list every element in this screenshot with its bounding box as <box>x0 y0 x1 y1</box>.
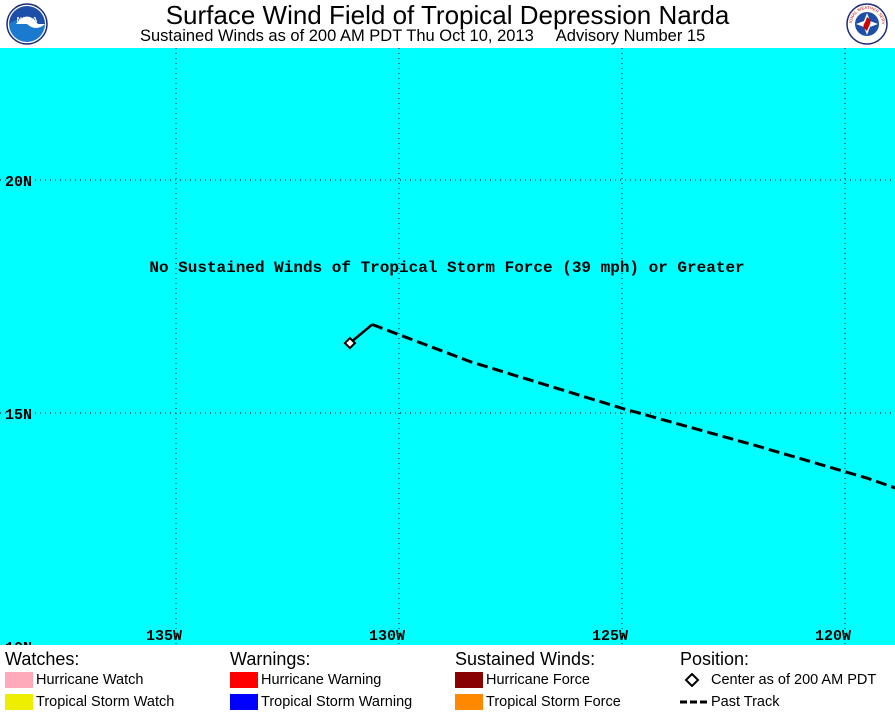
latitude-label: 10N <box>5 640 32 645</box>
tropical-storm-watch-swatch <box>5 694 33 710</box>
legend-warnings-title: Warnings: <box>230 649 311 669</box>
legend: Watches: Warnings: Sustained Winds: Posi… <box>0 645 895 716</box>
legend-watches-title: Watches: <box>5 649 80 669</box>
hurricane-force-swatch <box>455 672 483 688</box>
storm-center-marker <box>343 336 357 350</box>
longitude-label: 125W <box>592 628 628 645</box>
latitude-label: 20N <box>5 174 32 191</box>
past-track-dash-icon <box>680 700 708 704</box>
longitude-label: 130W <box>369 628 405 645</box>
sustained-winds-timestamp: Sustained Winds as of 200 AM PDT Thu Oct… <box>140 27 534 45</box>
lat-lon-grid <box>0 48 895 645</box>
no-tropical-storm-winds-message: No Sustained Winds of Tropical Storm For… <box>149 259 744 277</box>
noaa-logo-icon: NOAA <box>6 3 48 45</box>
latitude-label: 15N <box>5 407 32 424</box>
page-title: Surface Wind Field of Tropical Depressio… <box>165 0 730 30</box>
tropical-storm-force-swatch <box>455 694 483 710</box>
header: NOAA Surface Wind Field of Tropical Depr… <box>0 0 895 48</box>
legend-winds-title: Sustained Winds: <box>455 649 596 669</box>
advisory-number: Advisory Number 15 <box>555 27 706 45</box>
longitude-label: 135W <box>146 628 182 645</box>
track-to-center-segment <box>349 323 374 345</box>
legend-position-title: Position: <box>680 649 750 669</box>
svg-text:NOAA: NOAA <box>17 17 38 24</box>
past-track-line <box>371 323 895 490</box>
nws-logo-icon: NATIONAL WEATHER SERVICE <box>846 3 888 45</box>
tropical-storm-warning-swatch <box>230 694 258 710</box>
latitude-labels: 20N 15N 10N <box>5 174 32 645</box>
subtitle: Sustained Winds as of 200 AM PDT Thu Oct… <box>140 26 705 46</box>
ocean-background <box>0 48 895 645</box>
hurricane-watch-swatch <box>5 672 33 688</box>
center-diamond-icon <box>684 673 700 687</box>
longitude-label: 120W <box>815 628 851 645</box>
hurricane-warning-swatch <box>230 672 258 688</box>
wind-field-map: 20N 15N 10N 135W 130W 125W 120W No Sustained … <box>0 48 895 645</box>
longitude-labels: 135W 130W 125W 120W <box>146 628 851 645</box>
